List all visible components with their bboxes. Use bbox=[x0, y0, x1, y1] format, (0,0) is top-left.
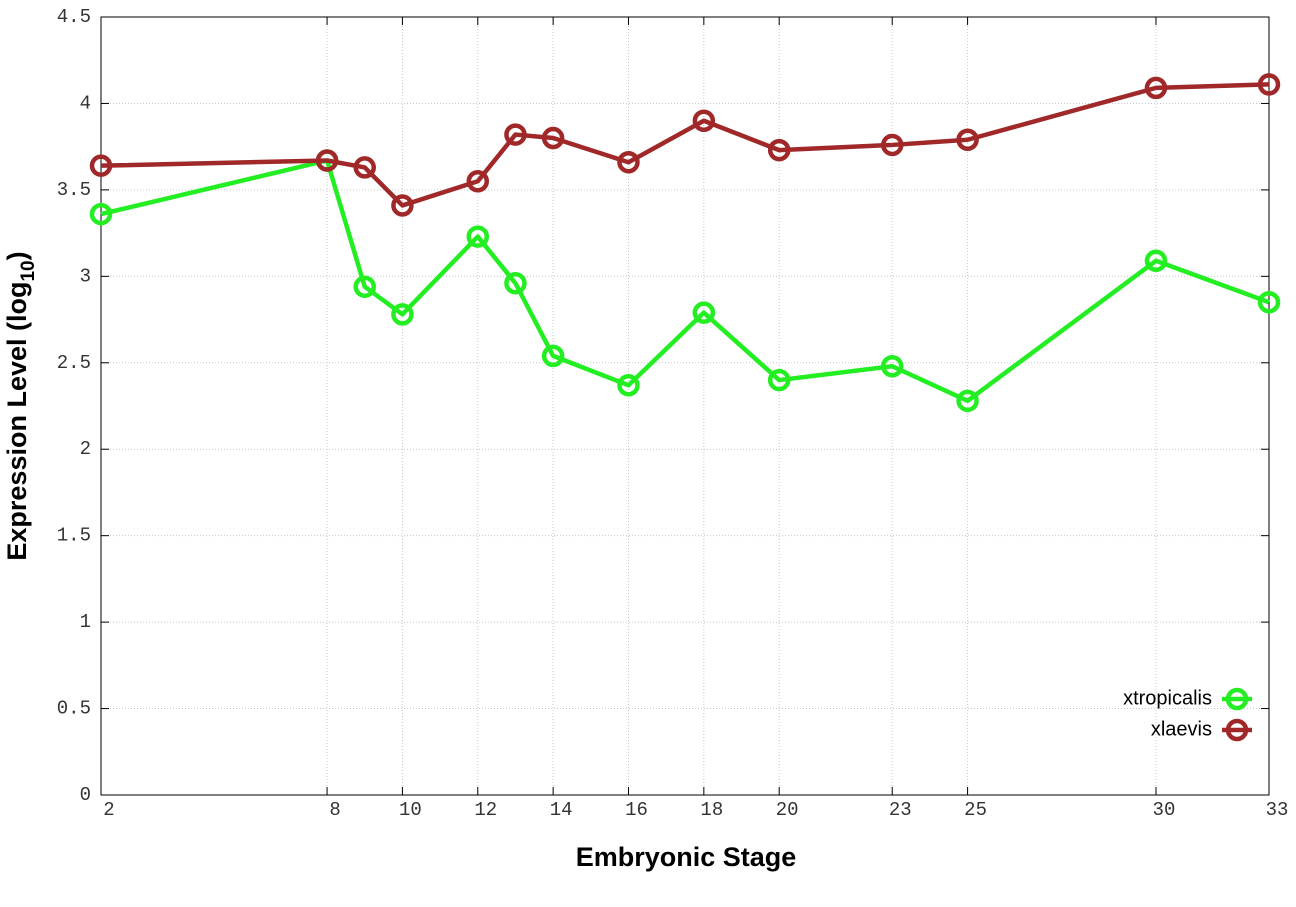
data-point bbox=[541, 126, 565, 150]
data-point bbox=[767, 138, 791, 162]
x-tick-label: 30 bbox=[1153, 799, 1176, 821]
data-point bbox=[541, 344, 565, 368]
x-tick-label: 12 bbox=[474, 799, 497, 821]
x-tick-label: 25 bbox=[964, 799, 987, 821]
x-tick-label: 20 bbox=[776, 799, 799, 821]
data-point bbox=[1144, 76, 1168, 100]
y-tick-label: 3 bbox=[80, 265, 91, 287]
data-point bbox=[391, 194, 414, 217]
data-point bbox=[692, 301, 716, 324]
data-point bbox=[89, 202, 113, 226]
x-tick-label: 8 bbox=[329, 799, 340, 821]
y-axis-label-text: Expression Level (log bbox=[2, 282, 32, 561]
data-point bbox=[1144, 249, 1168, 273]
y-tick-label: 1 bbox=[80, 611, 91, 633]
y-axis-label: Expression Level (log10) bbox=[2, 251, 39, 560]
y-tick-label: 2 bbox=[80, 438, 91, 460]
data-point bbox=[89, 154, 113, 177]
x-tick-label: 2 bbox=[103, 799, 114, 821]
data-point bbox=[353, 275, 376, 298]
legend-label: xlaevis bbox=[1151, 718, 1212, 740]
x-axis-label: Embryonic Stage bbox=[576, 842, 797, 872]
data-point bbox=[617, 374, 640, 397]
y-tick-label: 1.5 bbox=[57, 525, 91, 547]
y-tick-label: 4.5 bbox=[57, 6, 91, 28]
y-tick-label: 3.5 bbox=[57, 179, 91, 201]
y-tick-label: 0 bbox=[80, 784, 91, 806]
y-tick-label: 0.5 bbox=[57, 698, 91, 720]
data-point bbox=[880, 133, 904, 157]
data-point bbox=[956, 128, 979, 152]
data-point bbox=[315, 149, 339, 172]
series-line bbox=[100, 158, 1270, 404]
y-tick-label: 2.5 bbox=[57, 352, 91, 374]
data-point bbox=[504, 271, 527, 295]
series-line bbox=[100, 82, 1270, 208]
x-tick-label: 10 bbox=[399, 799, 422, 821]
x-tick-label: 16 bbox=[625, 799, 648, 821]
plot-frame bbox=[100, 16, 1270, 796]
y-axis-label-suffix: ) bbox=[2, 251, 32, 260]
data-point bbox=[1257, 73, 1281, 96]
legend-marker bbox=[1225, 718, 1249, 742]
data-point bbox=[466, 169, 490, 193]
data-point bbox=[466, 225, 490, 248]
legend-marker bbox=[1225, 687, 1249, 711]
y-tick-label: 4 bbox=[80, 92, 91, 114]
data-point bbox=[504, 123, 527, 146]
x-tick-label: 18 bbox=[700, 799, 723, 821]
data-point bbox=[880, 354, 904, 378]
data-point bbox=[353, 156, 376, 179]
x-tick-label: 33 bbox=[1266, 799, 1289, 821]
x-tick-label: 14 bbox=[550, 799, 573, 821]
data-point bbox=[617, 150, 640, 174]
data-point bbox=[391, 303, 414, 326]
y-axis-label-subscript: 10 bbox=[18, 260, 39, 281]
data-point bbox=[692, 109, 716, 132]
data-point bbox=[1257, 291, 1281, 314]
data-point bbox=[767, 368, 791, 392]
x-tick-label: 23 bbox=[889, 799, 912, 821]
legend-label: xtropicalis bbox=[1123, 687, 1212, 709]
data-point bbox=[956, 389, 979, 413]
